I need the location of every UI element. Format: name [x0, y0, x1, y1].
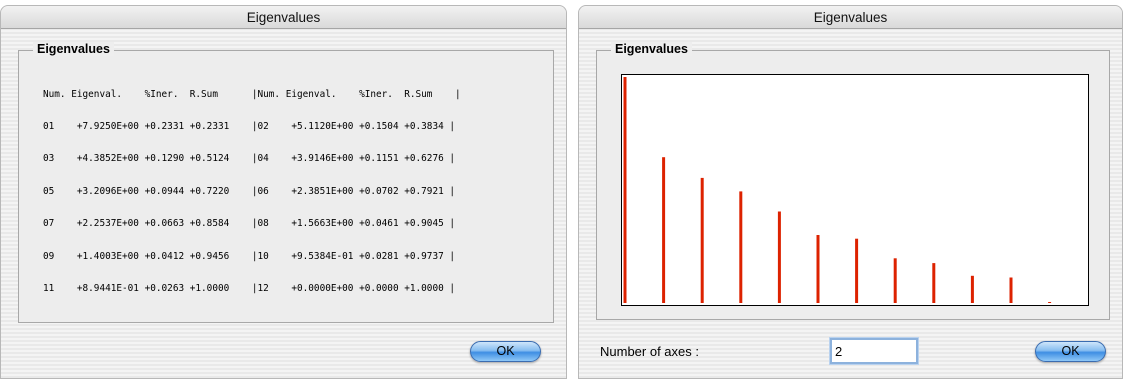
- eigenvalue-bar-2: [662, 157, 666, 303]
- table-row: 05 +3.2096E+00 +0.0944 +0.7220 |06 +2.38…: [43, 185, 456, 197]
- eigenvalue-bar-4: [739, 191, 743, 303]
- eigenvalue-bar-chart: [621, 74, 1089, 306]
- eigenvalue-bar-6: [816, 235, 820, 303]
- eigenvalues-chart-window: Eigenvalues Eigenvalues Number of axes :…: [578, 5, 1123, 379]
- eigenvalue-bar-9: [932, 263, 936, 303]
- eigenvalue-bar-1: [623, 77, 627, 303]
- eigenvalue-bar-11: [1009, 277, 1013, 303]
- eigenvalue-bar-8: [893, 258, 897, 303]
- eigenvalues-table-window: Eigenvalues Eigenvalues Num. Eigenval. %…: [0, 5, 567, 379]
- eigenvalue-bar-12: [1048, 302, 1052, 303]
- eigenvalue-bar-3: [700, 177, 704, 303]
- eigenvalue-bar-7: [855, 238, 859, 303]
- window-title: Eigenvalues: [579, 6, 1122, 29]
- window-title: Eigenvalues: [1, 6, 566, 29]
- ok-button[interactable]: OK: [470, 341, 541, 362]
- table-row: 01 +7.9250E+00 +0.2331 +0.2331 |02 +5.11…: [43, 120, 456, 132]
- group-label: Eigenvalues: [33, 42, 114, 56]
- eigenvalue-bar-10: [970, 275, 974, 303]
- table-row: 03 +4.3852E+00 +0.1290 +0.5124 |04 +3.91…: [43, 153, 456, 165]
- group-label: Eigenvalues: [611, 42, 692, 56]
- table-row: 11 +8.9441E-01 +0.0263 +1.0000 |12 +0.00…: [43, 282, 456, 294]
- number-of-axes-label: Number of axes :: [600, 344, 699, 359]
- chart-svg: [623, 77, 1052, 303]
- ok-button[interactable]: OK: [1035, 341, 1106, 362]
- eigenvalues-table: Num. Eigenval. %Iner. R.Sum |Num. Eigenv…: [43, 68, 461, 316]
- table-row: 07 +2.2537E+00 +0.0663 +0.8584 |08 +1.56…: [43, 218, 456, 230]
- number-of-axes-input[interactable]: [830, 338, 918, 364]
- table-row: 09 +1.4003E+00 +0.0412 +0.9456 |10 +9.53…: [43, 250, 456, 262]
- table-header-row: Num. Eigenval. %Iner. R.Sum |Num. Eigenv…: [43, 88, 461, 100]
- eigenvalues-group: Eigenvalues Num. Eigenval. %Iner. R.Sum …: [18, 42, 554, 323]
- eigenvalues-group: Eigenvalues: [596, 42, 1110, 320]
- eigenvalue-bar-5: [777, 211, 781, 303]
